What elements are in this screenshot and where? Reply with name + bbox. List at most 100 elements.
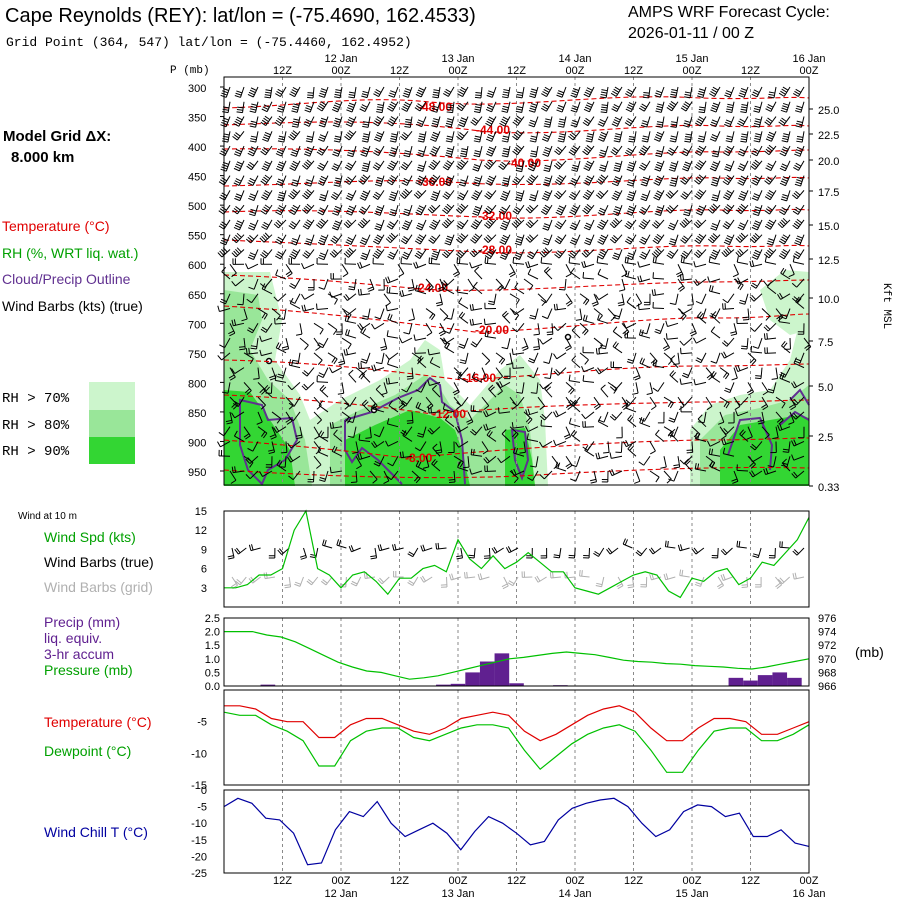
wind-barb <box>558 190 567 200</box>
wind-barb-flag <box>263 104 270 108</box>
wind-barb-flag <box>262 138 268 142</box>
wind-barb-flag <box>796 120 803 124</box>
surface-wind-barb-flag <box>338 539 342 546</box>
wind-barb-flag <box>249 125 256 128</box>
wind-barb <box>392 160 399 171</box>
wind-barb-flag <box>483 411 487 418</box>
temp-panel-label: Temperature (°C) <box>44 714 152 730</box>
wind-barb-flag <box>753 177 760 182</box>
wind-barb <box>738 278 749 285</box>
wind-barb-flag <box>292 86 299 91</box>
wind-barb-flag <box>277 219 283 225</box>
wind-barb-flag <box>389 151 396 155</box>
wind-barb <box>747 308 750 320</box>
wind-barb <box>346 308 357 316</box>
wind-barb-flag <box>459 102 465 108</box>
wind-barb-flag <box>408 289 415 292</box>
wind-barb-flag <box>360 153 367 157</box>
wind-barb-flag <box>614 176 621 180</box>
grid-wind-barb <box>503 576 509 587</box>
wind-barb-flag <box>611 236 617 242</box>
wind-barb-flag <box>361 192 368 197</box>
wind-barb-flag <box>585 177 592 182</box>
wind-barb-flag <box>569 133 575 139</box>
wind-barb-flag <box>583 207 590 213</box>
wind-barb-flag <box>712 152 719 155</box>
wind-barb-flag <box>582 314 586 321</box>
wind-barb <box>523 278 534 286</box>
wind-barb-flag <box>400 402 406 407</box>
windchill-panel-label: Wind Chill T (°C) <box>44 824 148 840</box>
wind-barb <box>355 470 358 483</box>
wind-barb-flag <box>231 252 237 258</box>
wind-barb-flag <box>289 134 296 139</box>
wind-barb-flag <box>687 304 694 306</box>
wind-barb-flag <box>584 106 591 111</box>
wind-barb <box>773 456 777 468</box>
wind-barb-flag <box>376 179 383 183</box>
wind-barb-flag <box>542 242 549 246</box>
time-label-top: 00Z <box>449 65 468 77</box>
wind-barb-flag <box>372 403 376 410</box>
wind-barb-flag <box>721 438 724 445</box>
wind-barb-flag <box>358 434 361 441</box>
wind-barb-flag <box>569 182 576 186</box>
wind-barb <box>588 160 595 171</box>
wind-barb <box>243 352 254 360</box>
wind-barb-flag <box>583 108 590 113</box>
wind-barb-flag <box>356 465 362 470</box>
wind-barb-flag <box>585 315 588 322</box>
wind-barb-flag <box>473 110 481 114</box>
wind-barb-flag <box>374 316 381 320</box>
wind-barb-flag <box>627 181 634 185</box>
wind-barb-flag <box>586 204 593 209</box>
wind-barb <box>263 389 273 398</box>
wind-barb <box>572 249 581 259</box>
wind-barb-flag <box>502 116 509 121</box>
wind-barb-flag <box>474 179 481 182</box>
wind-barb-flag <box>367 286 374 290</box>
wind-barb <box>391 219 399 230</box>
wind-barb-flag <box>363 162 370 165</box>
wind-barb <box>742 219 749 231</box>
time-label-bottom: 00Z <box>683 875 702 887</box>
wind-barb-flag <box>668 149 674 154</box>
wind-barb-flag <box>318 400 324 406</box>
wind-barb-flag <box>753 110 760 113</box>
wind-barb-flag <box>374 212 381 216</box>
wind-barb-flag <box>474 266 480 272</box>
wind-barb <box>603 131 609 142</box>
wind-barb <box>685 190 693 200</box>
wind-barb-flag <box>623 441 627 447</box>
wind-barb-flag <box>739 248 744 254</box>
grid-wind-barb-flag <box>681 569 684 576</box>
wind-barb-flag <box>768 238 775 242</box>
wind-barb-flag <box>232 209 238 215</box>
wind-barb-flag <box>360 374 365 380</box>
wind-barb <box>670 432 679 442</box>
wind-barb <box>435 131 441 142</box>
wind-barb-flag <box>234 180 241 184</box>
wind-barb <box>602 204 609 216</box>
wind-barb-flag <box>628 191 635 195</box>
wind-barb-flag <box>360 362 362 369</box>
wind-barb <box>794 381 805 389</box>
wind-barb-flag <box>679 401 686 406</box>
wind-barb <box>387 423 399 428</box>
wind-barb-flag <box>402 94 409 98</box>
surface-wind-barb-flag <box>422 544 426 551</box>
wind-barb-flag <box>460 150 467 153</box>
wind-barb <box>373 367 385 372</box>
wind-barb-flag <box>276 165 283 170</box>
wind-barb <box>419 441 427 452</box>
wind-barb-flag <box>317 211 324 216</box>
wind-barb-flag <box>740 90 747 94</box>
wind-barb-flag <box>455 238 462 244</box>
wind-barb <box>555 308 567 311</box>
wind-barb <box>717 145 721 157</box>
wind-barb-flag <box>390 175 397 180</box>
wind-barb <box>421 219 427 231</box>
wind-barb-flag <box>333 149 340 153</box>
wind-barb <box>677 352 680 364</box>
surface-wind-barb-flag <box>370 557 377 560</box>
